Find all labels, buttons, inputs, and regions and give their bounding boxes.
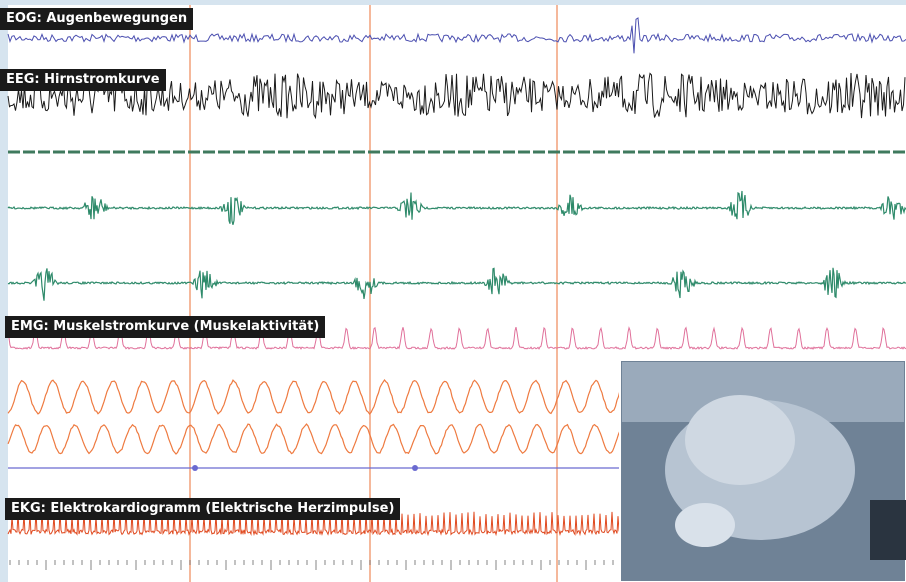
emg-label: EMG: Muskelstromkurve (Muskelaktivität)	[5, 316, 325, 338]
marker-dot	[192, 465, 198, 471]
marker-dot	[412, 465, 418, 471]
photo-shadow	[870, 500, 906, 560]
ekg-label: EKG: Elektrokardiogramm (Elektrische Her…	[5, 498, 400, 520]
photo-head	[685, 395, 795, 485]
photo-hand	[675, 503, 735, 547]
eeg-label: EEG: Hirnstromkurve	[0, 69, 166, 91]
eog-label: EOG: Augenbewegungen	[0, 8, 193, 30]
photo-inset	[620, 360, 906, 582]
figure: EOG: Augenbewegungen EEG: Hirnstromkurve…	[0, 0, 906, 582]
